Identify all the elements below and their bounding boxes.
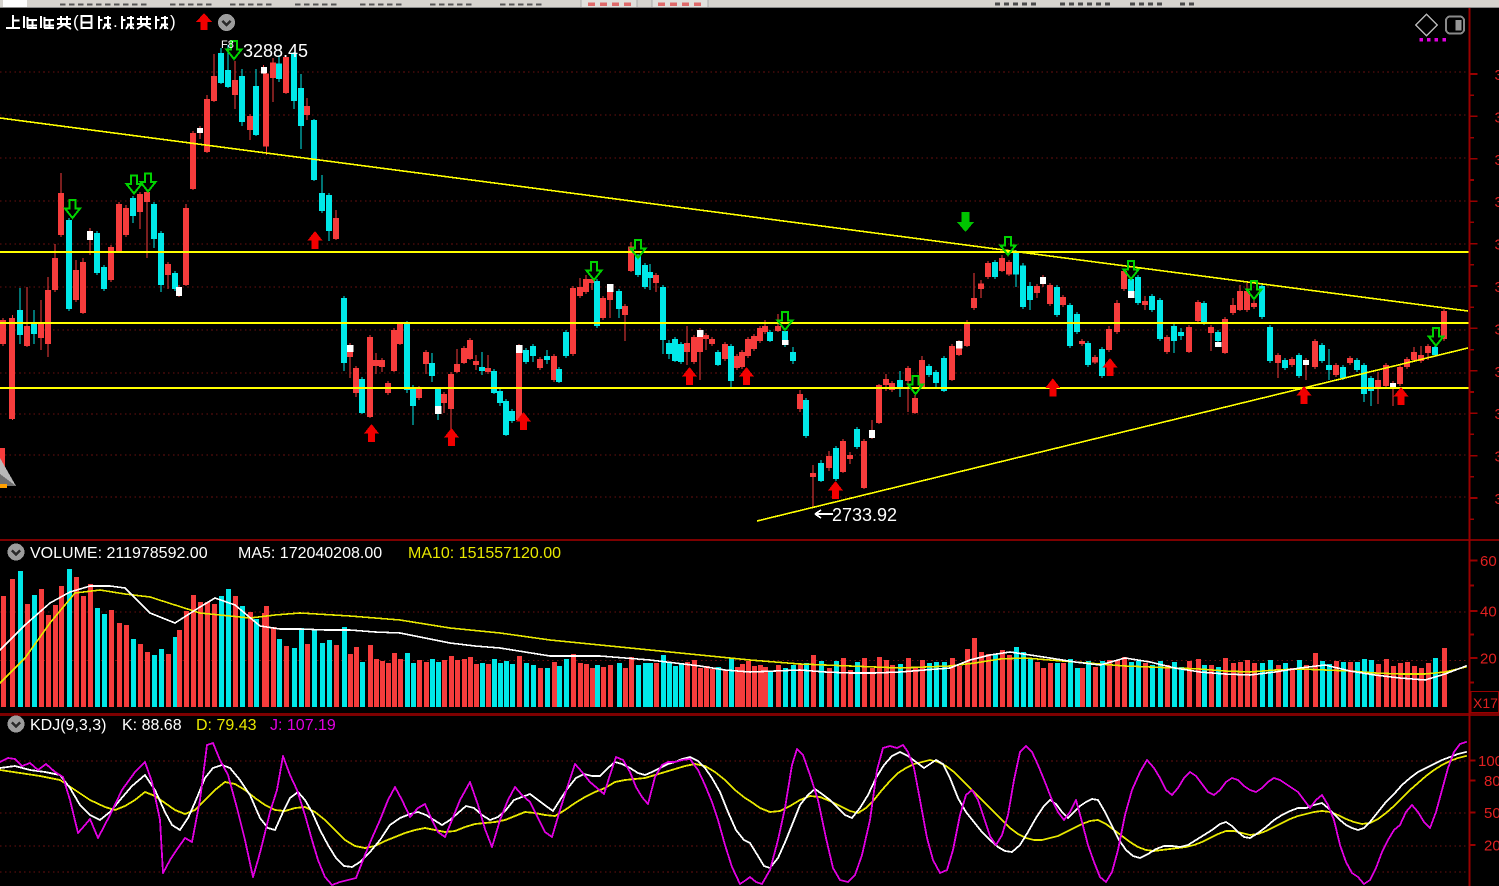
svg-text:3: 3 <box>1495 406 1499 423</box>
svg-text:.: . <box>113 12 118 31</box>
svg-text:3: 3 <box>1495 194 1499 211</box>
svg-text:3: 3 <box>1495 67 1499 84</box>
svg-text:J: 107.19: J: 107.19 <box>270 717 336 734</box>
svg-text:2733.92: 2733.92 <box>832 505 897 525</box>
svg-text:K: 88.68: K: 88.68 <box>122 717 182 734</box>
svg-text:3: 3 <box>1495 321 1499 338</box>
svg-text:60: 60 <box>1480 553 1497 570</box>
svg-text:(: ( <box>73 12 79 31</box>
svg-text:3: 3 <box>1495 491 1499 508</box>
svg-text:3: 3 <box>1495 364 1499 381</box>
svg-text:20: 20 <box>1480 651 1497 668</box>
svg-text:3: 3 <box>1495 449 1499 466</box>
svg-text:3: 3 <box>1495 279 1499 296</box>
svg-text:MA10: 151557120.00: MA10: 151557120.00 <box>408 545 561 562</box>
svg-text:3: 3 <box>1495 152 1499 169</box>
svg-text:D: 79.43: D: 79.43 <box>196 717 257 734</box>
svg-text:3: 3 <box>1495 109 1499 126</box>
svg-text:MA5: 172040208.00: MA5: 172040208.00 <box>238 545 382 562</box>
svg-text:20: 20 <box>1484 838 1499 855</box>
svg-text:KDJ(9,3,3): KDJ(9,3,3) <box>30 717 106 734</box>
svg-text:40: 40 <box>1480 604 1497 621</box>
svg-text:X17: X17 <box>1473 695 1498 711</box>
svg-text:3: 3 <box>1495 237 1499 254</box>
svg-text:): ) <box>170 12 176 31</box>
svg-text:50: 50 <box>1484 805 1499 822</box>
svg-text:3288.45: 3288.45 <box>243 41 308 61</box>
svg-text:100: 100 <box>1478 753 1499 770</box>
svg-text:VOLUME: 211978592.00: VOLUME: 211978592.00 <box>30 545 208 562</box>
svg-text:80: 80 <box>1484 773 1499 790</box>
svg-text:F8: F8 <box>221 39 234 51</box>
